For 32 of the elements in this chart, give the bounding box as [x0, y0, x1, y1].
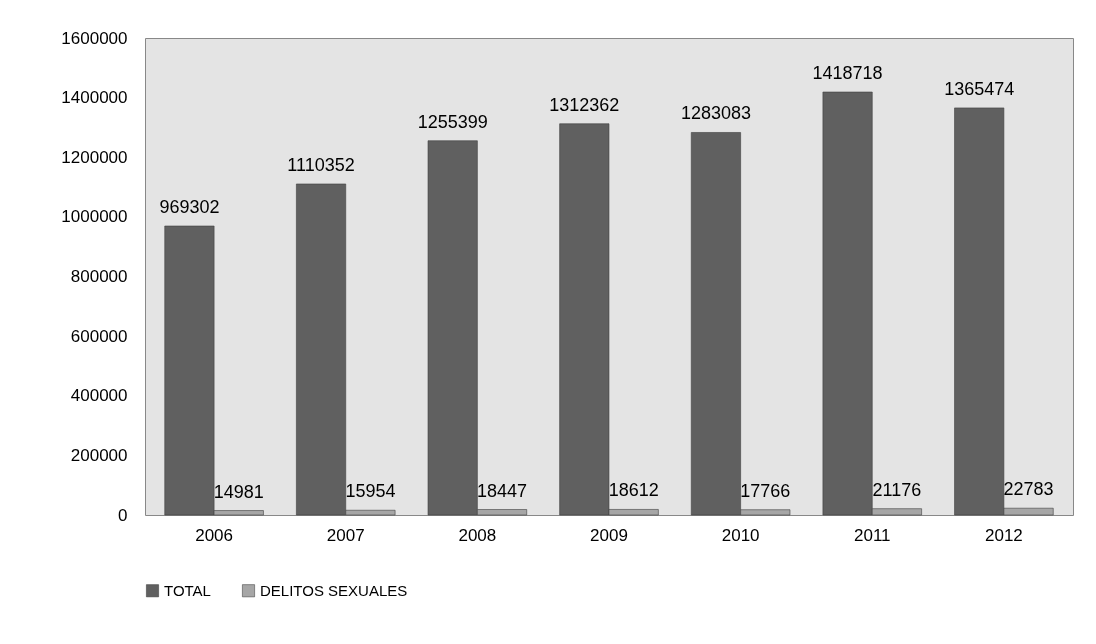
legend-label: DELITOS SEXUALES — [260, 581, 408, 599]
data-label: 1312362 — [549, 94, 620, 115]
legend-label: TOTAL — [164, 581, 211, 599]
y-tick-label: 800000 — [70, 267, 128, 286]
data-label: 15954 — [345, 481, 396, 502]
y-tick-label: 600000 — [70, 326, 128, 346]
x-tick-label: 2009 — [590, 525, 628, 545]
x-tick-label: 2010 — [721, 525, 760, 545]
data-label: 18447 — [477, 480, 528, 501]
y-tick-label: 1400000 — [61, 88, 128, 108]
x-tick-label: 2006 — [195, 525, 234, 545]
y-tick-label: 200000 — [70, 445, 128, 465]
data-label: 17766 — [740, 480, 791, 501]
y-tick-label: 400000 — [70, 386, 128, 406]
x-tick-label: 2011 — [853, 525, 891, 545]
x-tick-label: 2008 — [458, 525, 497, 545]
data-label: 1283083 — [680, 103, 751, 124]
x-tick-label: 2007 — [326, 525, 365, 545]
data-label: 18612 — [608, 480, 659, 501]
y-tick-label: 1200000 — [61, 147, 128, 167]
y-tick-label: 1000000 — [61, 207, 128, 227]
data-label: 969302 — [159, 197, 220, 218]
data-label: 1255399 — [417, 111, 488, 132]
data-label: 1110352 — [287, 154, 355, 175]
x-tick-label: 2012 — [984, 525, 1023, 545]
data-label: 21176 — [872, 479, 922, 500]
data-label: 14981 — [213, 481, 264, 502]
y-tick-label: 1600000 — [61, 28, 128, 48]
data-label: 1418718 — [812, 63, 883, 84]
data-label: 22783 — [1003, 479, 1054, 500]
data-label: 1365474 — [944, 78, 1015, 99]
y-tick-label: 0 — [118, 505, 128, 525]
